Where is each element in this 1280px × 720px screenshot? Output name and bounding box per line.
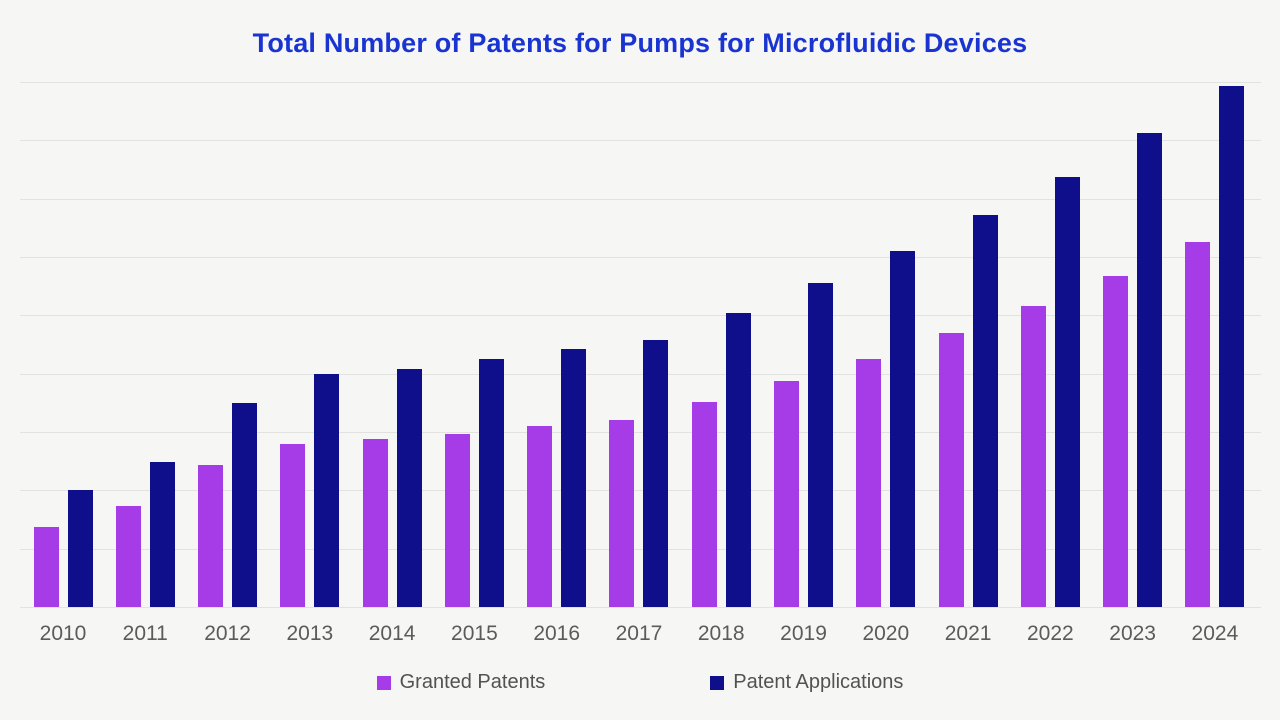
bar-applications-2011[interactable] [149, 462, 175, 607]
bar-granted-2019[interactable] [774, 380, 800, 607]
gridline [20, 198, 1261, 200]
bar-granted-2010[interactable] [33, 526, 59, 607]
bar-applications-2022[interactable] [1054, 176, 1080, 607]
x-axis-label-2022: 2022 [1027, 622, 1074, 645]
bar-granted-2022[interactable] [1020, 306, 1046, 607]
gridline [20, 432, 1261, 433]
bar-granted-2020[interactable] [856, 358, 882, 607]
bar-applications-2021[interactable] [972, 215, 998, 607]
bar-granted-2016[interactable] [527, 426, 553, 607]
bar-granted-2013[interactable] [280, 443, 306, 607]
x-axis-label-2023: 2023 [1109, 622, 1156, 645]
bar-applications-2015[interactable] [478, 358, 504, 607]
bar-granted-2012[interactable] [198, 464, 224, 607]
bar-applications-2014[interactable] [396, 369, 422, 607]
x-axis-label-2018: 2018 [697, 622, 745, 645]
legend-label: Patent Applications [733, 671, 904, 693]
bar-applications-2020[interactable] [890, 251, 916, 607]
bar-granted-2024[interactable] [1185, 241, 1211, 607]
gridline [20, 548, 1261, 550]
gridline [20, 490, 1261, 492]
legend-label: Granted Patents [399, 671, 546, 693]
x-axis-label-2020: 2020 [862, 622, 910, 645]
x-axis-label-2017: 2017 [615, 622, 663, 645]
legend-swatch-icon [376, 675, 391, 690]
bar-granted-2014[interactable] [362, 439, 388, 607]
x-axis-label-2016: 2016 [533, 622, 581, 645]
bar-applications-2019[interactable] [808, 282, 834, 607]
legend-item-granted-patents[interactable]: Granted Patents [376, 671, 546, 694]
x-axis-label-2021: 2021 [944, 622, 992, 645]
gridline [20, 140, 1261, 142]
bar-granted-2021[interactable] [938, 332, 964, 607]
bar-granted-2018[interactable] [691, 401, 717, 607]
chart-legend: Granted Patents Patent Applications [0, 671, 1280, 694]
bar-granted-2023[interactable] [1103, 275, 1129, 607]
bar-applications-2013[interactable] [314, 373, 340, 607]
gridline [20, 315, 1261, 317]
x-axis-label-2024: 2024 [1191, 622, 1239, 645]
bar-applications-2023[interactable] [1137, 133, 1163, 607]
x-axis-label-2012: 2012 [204, 622, 251, 645]
x-axis-label-2014: 2014 [368, 622, 416, 645]
x-axis-label-2011: 2011 [122, 622, 168, 645]
bar-granted-2011[interactable] [115, 505, 141, 607]
bar-applications-2010[interactable] [67, 490, 93, 607]
x-axis-label-2015: 2015 [451, 622, 498, 645]
gridline [20, 82, 1261, 83]
bar-applications-2018[interactable] [725, 313, 751, 607]
bar-applications-2017[interactable] [643, 339, 669, 607]
chart-title: Total Number of Patents for Pumps for Mi… [252, 28, 1028, 58]
gridline [20, 257, 1261, 258]
legend-swatch-icon [710, 675, 725, 690]
x-axis-label-2013: 2013 [286, 622, 334, 645]
x-axis-label-2019: 2019 [780, 622, 827, 645]
bar-granted-2015[interactable] [444, 434, 470, 607]
legend-item-patent-applications[interactable]: Patent Applications [710, 671, 903, 694]
x-axis-line [20, 607, 1261, 608]
bar-applications-2012[interactable] [232, 402, 258, 607]
bar-applications-2024[interactable] [1219, 85, 1245, 607]
bar-granted-2017[interactable] [609, 420, 635, 607]
bar-applications-2016[interactable] [561, 349, 587, 607]
x-axis-label-2010: 2010 [39, 622, 87, 645]
gridline [20, 373, 1261, 375]
